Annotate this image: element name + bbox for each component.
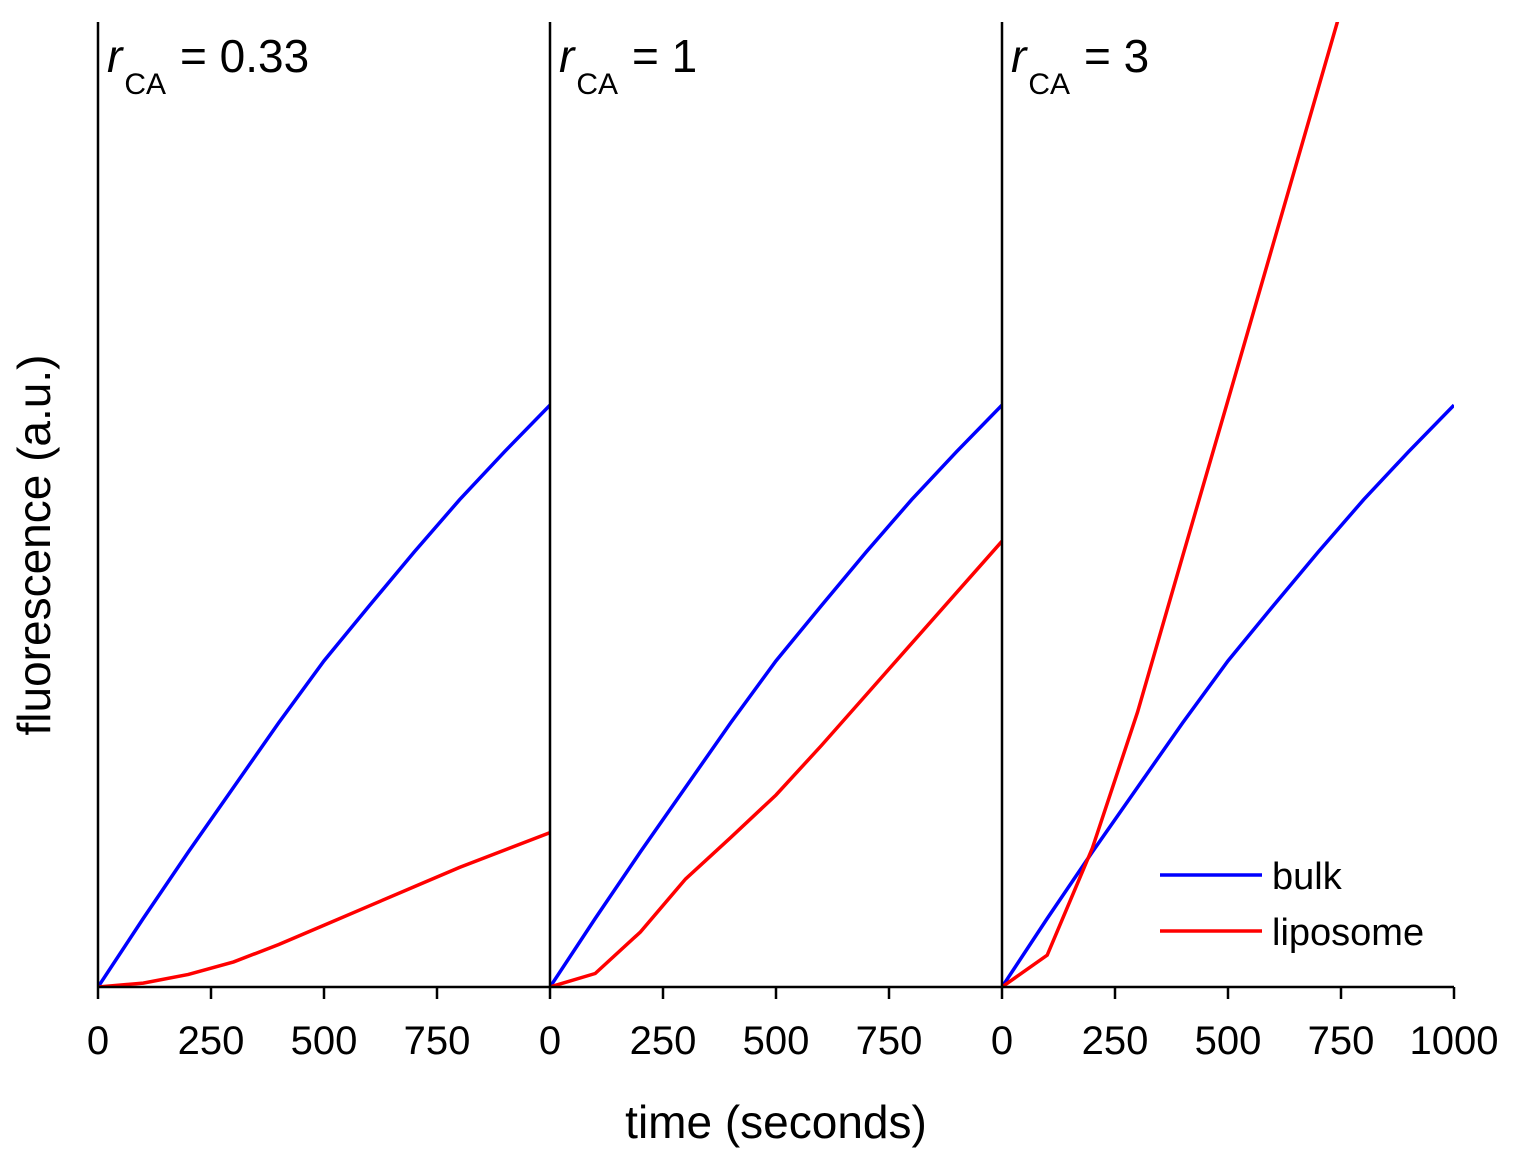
panel-title: rCA = 1 [559, 30, 697, 101]
panel-title: rCA = 3 [1011, 30, 1149, 101]
x-tick-label: 250 [1082, 1019, 1149, 1063]
series-line [1002, 403, 1454, 987]
x-axis-label: time (seconds) [625, 1096, 927, 1148]
x-tick-label: 750 [1308, 1019, 1375, 1063]
series-line [98, 830, 550, 987]
legend-label: bulk [1272, 856, 1343, 898]
legend-label: liposome [1272, 912, 1424, 954]
title-value: = 3 [1084, 30, 1149, 82]
title-sub: CA [1028, 68, 1070, 101]
x-tick-label: 0 [539, 1019, 561, 1063]
title-sub: CA [576, 68, 618, 101]
x-tick-label: 250 [630, 1019, 697, 1063]
title-var: r [107, 30, 124, 82]
y-axis-label: fluorescence (a.u.) [8, 355, 60, 736]
series-line [550, 540, 1002, 987]
x-tick-label: 750 [404, 1019, 471, 1063]
x-tick-label: 1000 [1410, 1019, 1499, 1063]
x-tick-label: 750 [856, 1019, 923, 1063]
title-var: r [559, 30, 576, 82]
x-tick-label: 500 [291, 1019, 358, 1063]
title-value: = 0.33 [180, 30, 309, 82]
series-line [98, 403, 550, 987]
series-line [550, 403, 1002, 987]
x-tick-label: 500 [1195, 1019, 1262, 1063]
x-tick-label: 250 [178, 1019, 245, 1063]
title-value: = 1 [632, 30, 697, 82]
title-var: r [1011, 30, 1028, 82]
title-sub: CA [124, 68, 166, 101]
x-tick-label: 0 [87, 1019, 109, 1063]
x-tick-label: 0 [991, 1019, 1013, 1063]
panel-title: rCA = 0.33 [107, 30, 309, 101]
x-tick-label: 500 [743, 1019, 810, 1063]
series-line [1002, 22, 1340, 987]
